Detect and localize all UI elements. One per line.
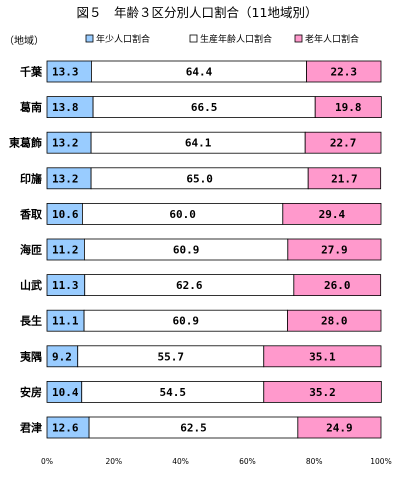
legend-swatch-1 — [85, 34, 94, 43]
bar-segment-3 — [293, 274, 382, 297]
data-label: 64.1 — [185, 137, 212, 150]
data-label: 35.1 — [309, 350, 336, 363]
data-label: 55.7 — [157, 350, 184, 363]
data-label: 62.6 — [176, 279, 203, 292]
data-label: 10.6 — [52, 208, 79, 221]
region-label: 安房 — [20, 385, 42, 399]
data-label: 11.3 — [52, 279, 79, 292]
bar-segment-3 — [307, 167, 382, 190]
data-label: 28.0 — [321, 315, 348, 328]
data-label: 22.7 — [330, 137, 357, 150]
data-label: 26.0 — [324, 279, 351, 292]
bar-segment-3 — [297, 416, 382, 439]
x-tick-label: 0% — [41, 457, 53, 466]
region-label: 夷隅 — [20, 349, 42, 363]
bar-segment-3 — [263, 380, 382, 403]
data-label: 29.4 — [319, 208, 346, 221]
data-label: 10.4 — [52, 386, 79, 399]
data-label: 13.8 — [52, 101, 79, 114]
chart-title: 図５ 年齢３区分別人口割合（11地域別） — [77, 5, 318, 20]
bar-segment-3 — [306, 60, 382, 83]
x-tick-label: 60% — [239, 457, 256, 466]
data-label: 13.2 — [52, 172, 79, 185]
data-label: 24.9 — [326, 422, 353, 435]
region-label: 東葛飾 — [9, 136, 42, 150]
region-label: 印旛 — [20, 171, 42, 185]
region-label: 千葉 — [20, 65, 43, 79]
data-label: 35.2 — [309, 386, 336, 399]
data-label: 12.6 — [52, 422, 79, 435]
data-label: 27.9 — [321, 244, 348, 257]
legend-label-1: 年少人口割合 — [96, 33, 150, 45]
bar-segment-3 — [304, 131, 382, 154]
data-label: 60.9 — [173, 315, 200, 328]
x-tick-label: 40% — [172, 457, 189, 466]
legend-swatch-2 — [189, 34, 198, 43]
x-tick-label: 80% — [306, 457, 323, 466]
data-label: 19.8 — [335, 101, 362, 114]
plot-area: 千葉 13.3 64.4 22.3 葛南 13.8 66.5 19.8 東葛飾 13.2 64.1 2… — [9, 60, 382, 439]
data-label: 60.0 — [169, 208, 196, 221]
data-label: 66.5 — [191, 101, 218, 114]
region-label: 長生 — [20, 314, 42, 328]
region-label: 山武 — [20, 278, 42, 292]
x-tick-label: 20% — [105, 457, 122, 466]
x-tick-label: 100% — [370, 457, 391, 466]
region-label: 海匝 — [20, 243, 42, 257]
data-label: 21.7 — [331, 172, 358, 185]
legend-label-3: 老年人口割合 — [305, 33, 359, 45]
legend-swatch-3 — [294, 34, 303, 43]
data-label: 9.2 — [52, 350, 72, 363]
legend: 年少人口割合 生産年齢人口割合 老年人口割合 — [85, 33, 359, 45]
data-label: 62.5 — [180, 422, 207, 435]
data-label: 11.2 — [52, 244, 79, 257]
data-label: 60.9 — [173, 244, 200, 257]
bar-segment-3 — [263, 345, 382, 368]
region-label: 葛南 — [19, 100, 42, 114]
bar-segment-3 — [287, 238, 382, 261]
bar-segment-3 — [287, 309, 382, 332]
bar-segment-3 — [282, 202, 382, 225]
bar-segment-3 — [314, 96, 382, 118]
data-label: 65.0 — [186, 172, 213, 185]
data-label: 13.3 — [52, 66, 79, 79]
region-label: 君津 — [20, 421, 42, 435]
data-label: 64.4 — [186, 66, 213, 79]
legend-label-2: 生産年齢人口割合 — [200, 33, 272, 45]
x-axis: 0% 20% 40% 60% 80% 100% — [41, 457, 392, 466]
data-label: 11.1 — [52, 315, 79, 328]
data-label: 54.5 — [160, 386, 187, 399]
data-label: 13.2 — [52, 137, 79, 150]
category-header: （地域） — [4, 34, 44, 47]
data-label: 22.3 — [331, 66, 358, 79]
region-label: 香取 — [19, 207, 42, 221]
